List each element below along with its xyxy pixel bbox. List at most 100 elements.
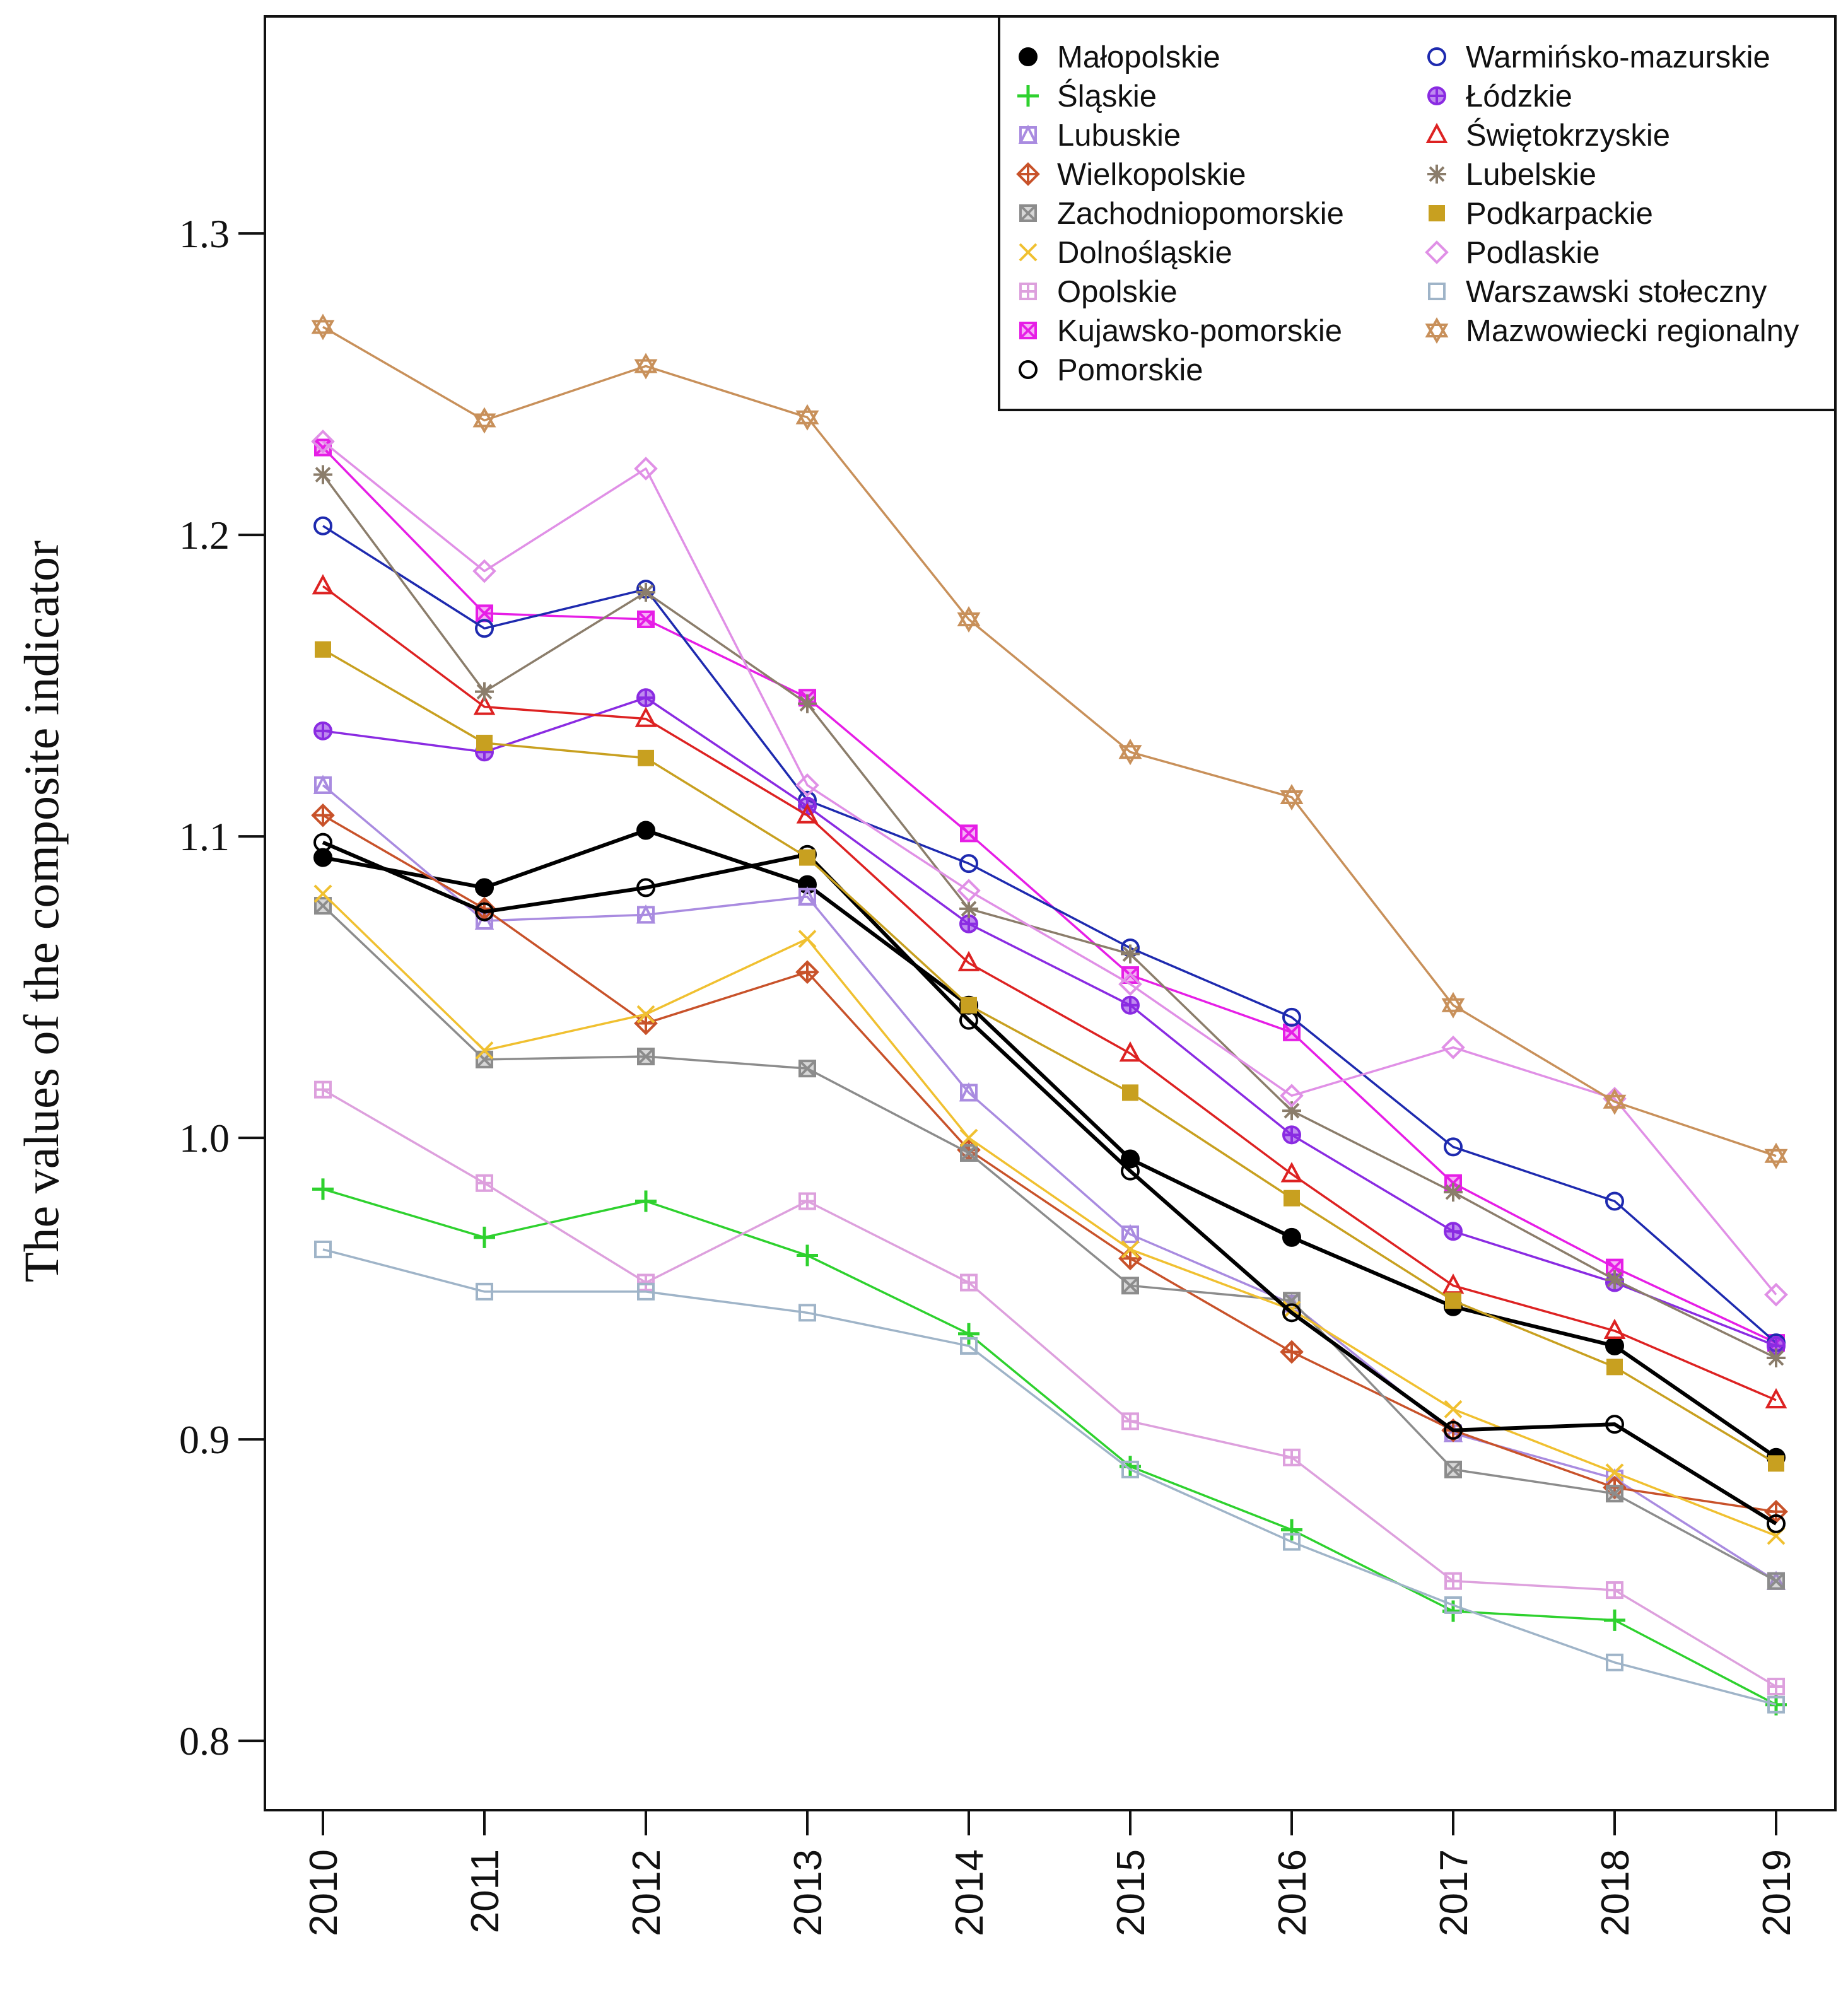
legend-label: Pomorskie (1057, 353, 1203, 387)
y-tick-label: 0.8 (179, 1719, 230, 1763)
data-point (634, 353, 658, 380)
data-point (1767, 1695, 1785, 1714)
legend-label: Lubelskie (1466, 158, 1596, 192)
legend-label: Łódzkie (1466, 79, 1572, 114)
legend-item: Lubelskie (1427, 158, 1596, 192)
legend-item: Wielkopolskie (1016, 158, 1246, 192)
legend-marker (1019, 204, 1037, 222)
series-podlaskie (311, 430, 1788, 1307)
data-point (637, 1282, 655, 1301)
data-point (1768, 1455, 1784, 1472)
x-tick-label: 2014 (948, 1849, 991, 1936)
data-point (1118, 739, 1142, 766)
legend-marker (1429, 205, 1445, 221)
data-point (1280, 1162, 1303, 1183)
data-point (957, 605, 981, 633)
data-point (1606, 1359, 1623, 1376)
data-point (476, 1174, 493, 1192)
data-point (799, 849, 816, 866)
data-point (1765, 1388, 1787, 1408)
data-point (959, 1128, 978, 1147)
data-point (1444, 1222, 1463, 1241)
data-point (1764, 1142, 1788, 1169)
legend-label: Lubuskie (1057, 119, 1181, 153)
series-line (322, 474, 1777, 1359)
legend-marker (1425, 240, 1449, 264)
data-point (1122, 1084, 1138, 1101)
y-tick-label: 1.2 (179, 513, 230, 558)
data-point (1280, 1084, 1304, 1108)
series-opolskie (314, 1080, 1785, 1696)
data-point (1118, 972, 1142, 997)
legend-item: Zachodniopomorskie (1019, 197, 1344, 231)
axes: 0.8 0.9 1.0 1.1 1.2 1.3 2010 2011 2012 2013 2014 20… (179, 211, 1799, 1936)
data-point (960, 1273, 978, 1292)
data-point (314, 1080, 332, 1099)
legend-item: Świętokrzyskie (1425, 118, 1670, 153)
data-point (1604, 1609, 1625, 1631)
data-point (636, 1005, 655, 1024)
data-point (1605, 1336, 1624, 1355)
data-point (1280, 1340, 1304, 1364)
legend-label: Podkarpackie (1466, 197, 1653, 231)
legend-marker (1425, 122, 1448, 143)
data-point (635, 1190, 657, 1212)
data-point (798, 1304, 816, 1322)
data-point (1606, 1653, 1623, 1671)
data-point (313, 516, 332, 535)
data-point (476, 604, 493, 623)
legend-marker (1019, 243, 1038, 262)
data-point (473, 694, 496, 715)
legend-label: Śląskie (1057, 79, 1157, 114)
data-point (1121, 1161, 1140, 1181)
legend-marker (1427, 165, 1446, 184)
data-point (635, 706, 657, 727)
y-tick-label: 1.0 (179, 1116, 230, 1161)
y-tick-label: 1.3 (179, 211, 230, 256)
legend-item: Lubuskie (1018, 119, 1181, 153)
data-point (475, 682, 494, 701)
data-point (313, 465, 332, 484)
x-tick-label: 2012 (625, 1849, 669, 1936)
data-point (472, 407, 496, 434)
data-point (637, 1273, 655, 1292)
data-point (476, 1282, 493, 1301)
data-point (798, 930, 817, 949)
data-point (314, 1240, 332, 1258)
data-point (1444, 1420, 1463, 1440)
data-point (798, 1060, 816, 1078)
series-line (322, 648, 1777, 1465)
legend-marker (1019, 360, 1038, 379)
y-tick-label: 1.1 (179, 814, 230, 859)
data-point (958, 1323, 980, 1345)
x-tick-label: 2017 (1432, 1849, 1476, 1936)
data-point (1120, 1224, 1140, 1244)
data-point (1121, 944, 1140, 964)
legend-item: Śląskie (1017, 79, 1157, 114)
data-point (1121, 1412, 1139, 1430)
series-line (322, 440, 1777, 1295)
legend-marker (1425, 317, 1449, 344)
data-point (1282, 1227, 1301, 1247)
data-point (1606, 1485, 1623, 1503)
series-line (322, 904, 1777, 1582)
x-tick-label: 2010 (302, 1849, 346, 1936)
series-line (322, 840, 1777, 1526)
data-point (312, 1178, 334, 1200)
series-line (322, 325, 1777, 1157)
data-point (795, 960, 819, 985)
data-point (1441, 991, 1465, 1019)
data-point (475, 1041, 494, 1060)
data-point (957, 879, 981, 903)
legend-item: Mazwowiecki regionalny (1425, 314, 1799, 348)
data-point (636, 878, 655, 898)
data-point (1764, 1282, 1788, 1307)
series-layer (311, 313, 1788, 1716)
series-pomorskie (313, 833, 1786, 1533)
legend-label: Warmińsko-mazurskie (1466, 40, 1770, 74)
legend-item: Warszawski stołeczny (1428, 275, 1767, 309)
data-point (1284, 1190, 1300, 1207)
data-point (957, 950, 980, 971)
legend-marker (1019, 322, 1037, 339)
